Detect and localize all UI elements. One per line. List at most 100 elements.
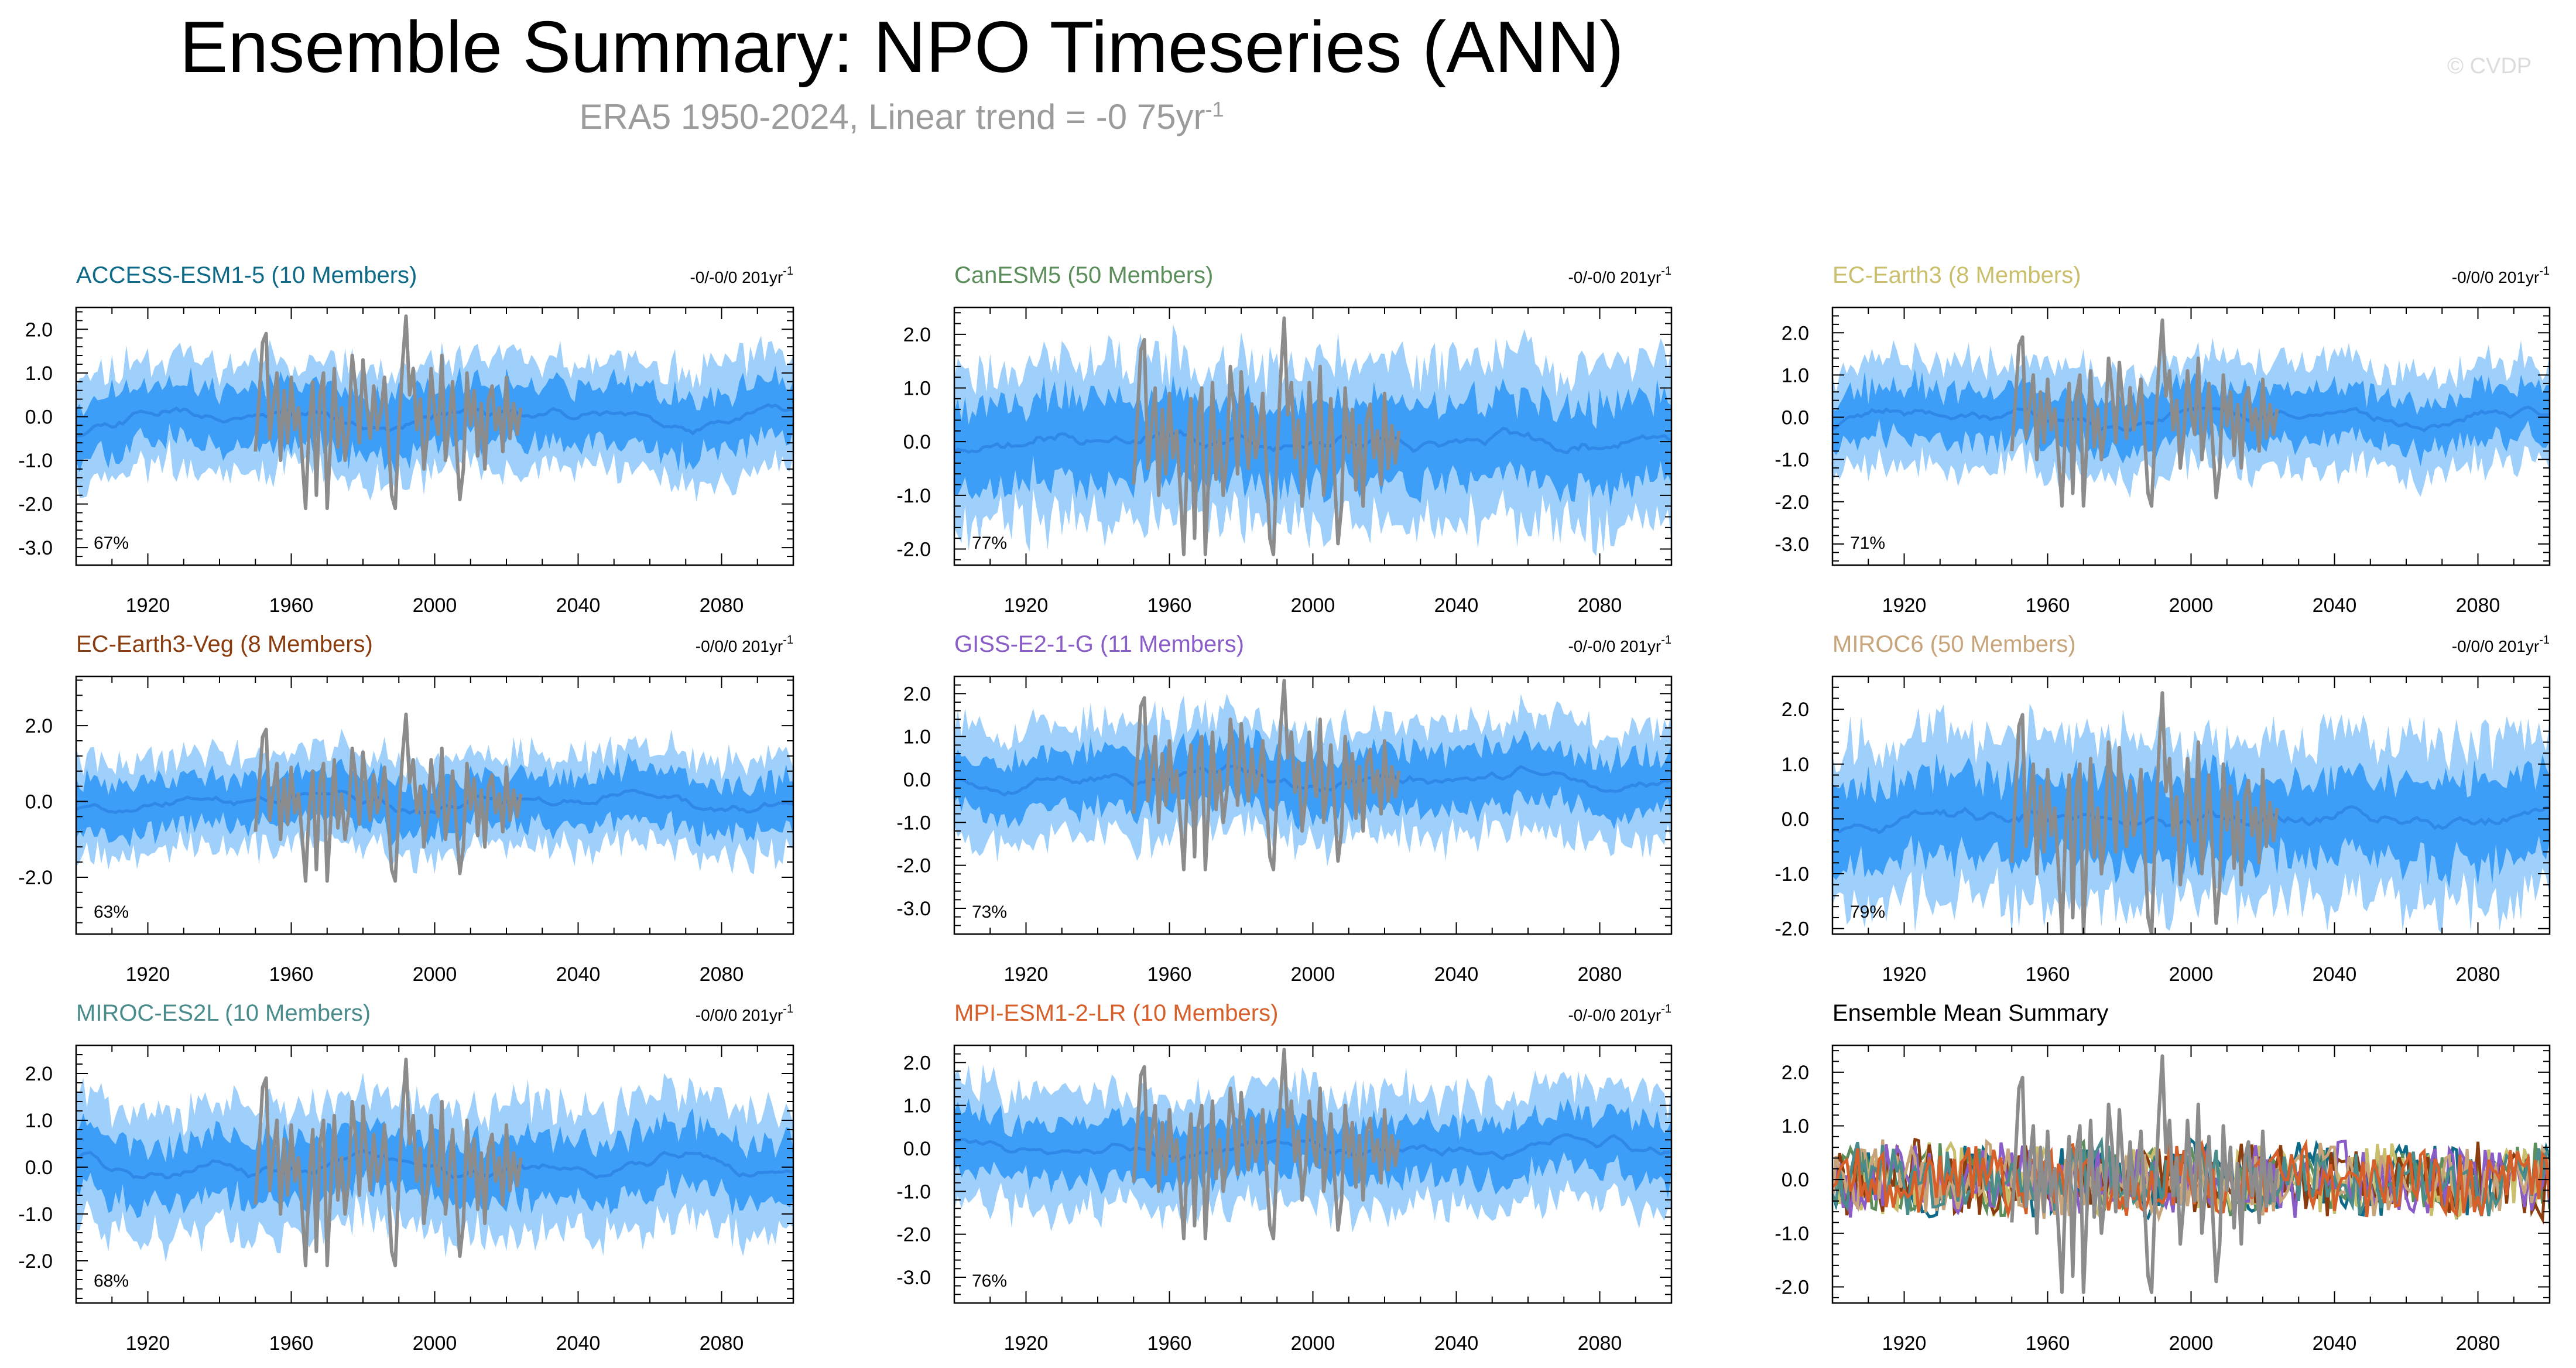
y-tick-label: 1.0: [903, 378, 931, 400]
panel-trend-value: -0/0/0 201yr: [696, 637, 783, 655]
y-tick-label: -2.0: [1775, 1277, 1809, 1299]
panel-percent-label: 67%: [94, 533, 129, 553]
ensemble-mean-line: [954, 762, 1671, 797]
x-tick-label: 1920: [1004, 963, 1049, 986]
y-tick-label: 0.0: [903, 1138, 931, 1160]
panel-trend-exponent: -1: [783, 265, 793, 278]
observations-line: [1132, 316, 1401, 556]
subtitle-exponent: -1: [1205, 97, 1224, 121]
observations-line: [254, 1058, 523, 1267]
x-tick-label: 2040: [556, 1332, 601, 1355]
y-tick-label: -1.0: [1775, 863, 1809, 885]
y-tick-label: -2.0: [18, 867, 53, 889]
y-tick-label: 2.0: [25, 1063, 53, 1085]
y-tick-label: 0.0: [903, 769, 931, 791]
y-tick-label: 0.0: [25, 791, 53, 813]
panel-trend-label: -0/-0/0 201yr-1: [1568, 265, 1671, 286]
panel-trend-exponent: -1: [1661, 265, 1671, 278]
panel-trend-value: -0/0/0 201yr: [696, 1006, 783, 1024]
ensemble-mean-line: [76, 788, 793, 815]
panel-trend-exponent: -1: [783, 1003, 793, 1015]
y-tick-label: -1.0: [18, 1203, 53, 1226]
y-tick-label: 0.0: [1782, 808, 1809, 830]
y-tick-label: -1.0: [896, 812, 931, 834]
panel-title: EC-Earth3 (8 Members): [1832, 262, 2081, 288]
y-tick-label: 2.0: [903, 324, 931, 346]
y-tick-label: -2.0: [896, 855, 931, 877]
observations-line: [2010, 691, 2279, 934]
panel-percent-label: 73%: [972, 902, 1007, 922]
x-tick-label: 1960: [269, 963, 314, 986]
panel-title: MPI-ESM1-2-LR (10 Members): [954, 1000, 1278, 1026]
panel-percent-label: 63%: [94, 902, 129, 922]
y-tick-label: 0.0: [903, 431, 931, 453]
panel-trend-exponent: -1: [1661, 1003, 1671, 1015]
subtitle-text: ERA5 1950-2024, Linear trend = -0 75yr: [579, 97, 1205, 136]
y-tick-label: 0.0: [25, 406, 53, 428]
x-tick-label: 1960: [1147, 963, 1192, 986]
panel-trend-exponent: -1: [2539, 265, 2550, 278]
panel-trend-label: -0/0/0 201yr-1: [2452, 634, 2550, 655]
panel-title: MIROC6 (50 Members): [1832, 631, 2076, 657]
panel-trend-value: -0/-0/0 201yr: [1568, 268, 1661, 286]
x-tick-label: 1920: [1882, 963, 1927, 986]
observations-line: [1132, 1048, 1401, 1240]
panel-title: CanESM5 (50 Members): [954, 262, 1213, 288]
panel-trend-label: -0/-0/0 201yr-1: [1568, 1003, 1671, 1024]
x-tick-label: 2080: [2456, 963, 2500, 986]
panel-trend-label: -0/-0/0 201yr-1: [690, 265, 793, 286]
x-tick-label: 2040: [2313, 594, 2357, 617]
chart-panel-9: 1920 1960 2000 2040 2080 2.0 1.0 0.0 -1.0 -2.0 Ens…: [1775, 1000, 2551, 1355]
y-tick-label: -2.0: [18, 1250, 53, 1273]
panel-trend-label: -0/0/0 201yr-1: [696, 1003, 793, 1024]
y-tick-label: -3.0: [896, 898, 931, 920]
chart-panel-1: 1920 1960 2000 2040 2080 2.0 1.0 0.0 -1.0 -2.0 -3.…: [18, 262, 794, 617]
panel-trend-value: -0/0/0 201yr: [2452, 637, 2539, 655]
x-tick-label: 1920: [126, 1332, 170, 1355]
x-tick-label: 2040: [2313, 963, 2357, 986]
y-tick-label: 2.0: [903, 1052, 931, 1074]
x-tick-label: 2000: [1291, 594, 1335, 617]
panel-trend-label: -0/-0/0 201yr-1: [1568, 634, 1671, 655]
panel-percent-label: 79%: [1850, 902, 1885, 922]
x-tick-label: 1960: [2026, 594, 2070, 617]
observations-line: [1132, 679, 1401, 871]
panel-trend-value: -0/-0/0 201yr: [1568, 637, 1661, 655]
page-title: Ensemble Summary: NPO Timeseries (ANN): [179, 7, 1624, 88]
plot-area: [954, 679, 1671, 871]
x-tick-label: 1920: [1882, 1332, 1927, 1355]
y-tick-label: 0.0: [25, 1157, 53, 1179]
observations-line: [254, 314, 523, 511]
y-tick-label: 2.0: [1782, 699, 1809, 721]
observations-line: [2010, 1054, 2279, 1294]
y-tick-label: -1.0: [1775, 1223, 1809, 1245]
x-tick-label: 1960: [1147, 594, 1192, 617]
x-tick-label: 1920: [1004, 594, 1049, 617]
panel-trend-value: -0/0/0 201yr: [2452, 268, 2539, 286]
panel-trend-value: -0/-0/0 201yr: [1568, 1006, 1661, 1024]
observations-line: [254, 712, 523, 883]
plot-area: [1832, 318, 2550, 508]
x-tick-label: 1960: [1147, 1332, 1192, 1355]
panel-trend-label: -0/0/0 201yr-1: [2452, 265, 2550, 286]
panel-percent-label: 77%: [972, 533, 1007, 553]
panel-trend-label: -0/0/0 201yr-1: [696, 634, 793, 655]
chart-panel-4: 1920 1960 2000 2040 2080 2.0 0.0 -2.0 EC-Earth3-…: [18, 631, 794, 986]
x-tick-label: 2080: [2456, 1332, 2500, 1355]
x-tick-label: 1920: [1882, 594, 1927, 617]
x-tick-label: 1960: [269, 594, 314, 617]
y-tick-label: 2.0: [25, 319, 53, 341]
panel-percent-label: 76%: [972, 1271, 1007, 1291]
x-tick-label: 2040: [556, 594, 601, 617]
y-tick-label: 1.0: [1782, 364, 1809, 387]
y-tick-label: -1.0: [896, 1181, 931, 1203]
plot-area: [954, 316, 1671, 556]
x-tick-label: 2080: [700, 1332, 744, 1355]
x-tick-label: 2080: [2456, 594, 2500, 617]
cvdp-watermark: © CVDP: [2447, 54, 2532, 78]
y-tick-label: -3.0: [896, 1267, 931, 1289]
x-tick-label: 2000: [1291, 963, 1335, 986]
y-tick-label: -2.0: [896, 539, 931, 561]
y-tick-label: -2.0: [1775, 918, 1809, 940]
